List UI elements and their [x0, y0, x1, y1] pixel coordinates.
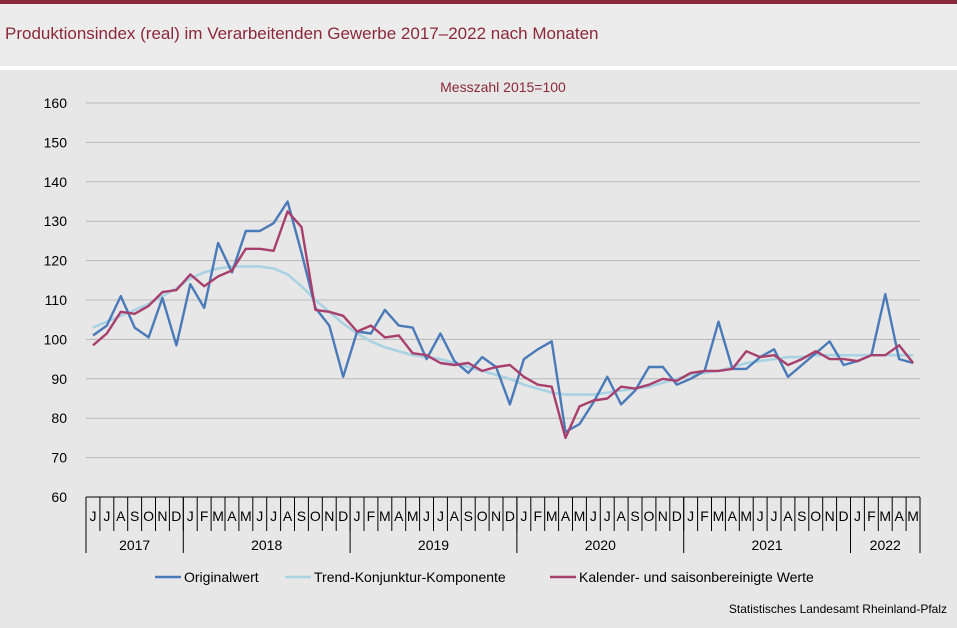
legend-label: Originalwert	[184, 569, 259, 585]
year-label: 2021	[752, 537, 783, 553]
month-label: S	[297, 508, 306, 524]
month-label: J	[437, 508, 444, 524]
month-label: F	[200, 508, 209, 524]
y-tick-label: 80	[51, 410, 67, 426]
month-label: F	[867, 508, 876, 524]
month-label: A	[616, 508, 626, 524]
month-label: M	[740, 508, 752, 524]
y-tick-label: 130	[44, 213, 68, 229]
legend-label: Kalender- und saisonbereinigte Werte	[579, 569, 814, 585]
month-label: D	[171, 508, 181, 524]
month-label: J	[423, 508, 430, 524]
month-label: J	[604, 508, 611, 524]
month-label: J	[354, 508, 361, 524]
month-label: A	[450, 508, 460, 524]
month-label: A	[783, 508, 793, 524]
month-label: O	[143, 508, 154, 524]
month-label: J	[103, 508, 110, 524]
y-tick-label: 110	[45, 292, 68, 308]
month-label: D	[338, 508, 348, 524]
month-label: A	[728, 508, 738, 524]
month-label: D	[672, 508, 682, 524]
year-label: 2020	[585, 537, 616, 553]
y-axis: 60 70 80 90 100 110 120 130 140 150 160	[44, 95, 68, 505]
y-tick-label: 150	[44, 134, 68, 150]
y-tick-label: 120	[44, 253, 68, 269]
month-label: J	[590, 508, 597, 524]
month-label: M	[574, 508, 586, 524]
top-accent-bar	[0, 0, 957, 4]
month-label: A	[283, 508, 293, 524]
month-label: N	[658, 508, 668, 524]
y-tick-label: 100	[44, 331, 68, 347]
page-title: Produktionsindex (real) im Verarbeitende…	[5, 24, 599, 43]
month-label: O	[644, 508, 655, 524]
legend-label: Trend-Konjunktur-Komponente	[314, 569, 506, 585]
month-label: S	[130, 508, 139, 524]
month-label: J	[270, 508, 277, 524]
header-separator	[0, 66, 957, 70]
gridlines	[86, 102, 920, 498]
month-label: N	[157, 508, 167, 524]
year-label: 2017	[119, 537, 150, 553]
month-label: S	[464, 508, 473, 524]
month-label: J	[256, 508, 263, 524]
month-label: J	[89, 508, 96, 524]
month-label: A	[561, 508, 571, 524]
month-label: J	[187, 508, 194, 524]
month-label: N	[324, 508, 334, 524]
y-tick-label: 140	[44, 174, 68, 190]
legend: Originalwert Trend-Konjunktur-Komponente K…	[155, 569, 814, 585]
month-label: A	[894, 508, 904, 524]
year-label: 2019	[418, 537, 449, 553]
month-label: M	[240, 508, 252, 524]
month-label: D	[505, 508, 515, 524]
month-label: M	[879, 508, 891, 524]
y-tick-label: 160	[44, 95, 68, 111]
month-label: M	[379, 508, 391, 524]
month-label: N	[825, 508, 835, 524]
month-label: J	[757, 508, 764, 524]
chart-panel	[0, 70, 957, 628]
series-lines	[92, 200, 915, 440]
month-label: N	[491, 508, 501, 524]
y-tick-label: 90	[51, 371, 67, 387]
month-label: J	[520, 508, 527, 524]
series-line	[92, 210, 915, 440]
month-label: M	[212, 508, 224, 524]
month-label: J	[771, 508, 778, 524]
month-label: F	[367, 508, 376, 524]
y-tick-label: 60	[51, 489, 67, 505]
year-label: 2018	[251, 537, 282, 553]
month-label: M	[713, 508, 725, 524]
month-label: F	[700, 508, 709, 524]
year-label: 2022	[870, 537, 901, 553]
series-line	[92, 200, 914, 434]
month-label: M	[907, 508, 919, 524]
y-tick-label: 70	[51, 450, 67, 466]
source-credit: Statistisches Landesamt Rheinland-Pfalz	[728, 602, 947, 616]
month-label: D	[838, 508, 848, 524]
month-label: S	[630, 508, 639, 524]
month-label: M	[407, 508, 419, 524]
month-label: J	[854, 508, 861, 524]
month-label: O	[810, 508, 821, 524]
month-label: O	[477, 508, 488, 524]
chart-subtitle: Messzahl 2015=100	[440, 79, 566, 95]
month-label: S	[797, 508, 806, 524]
month-label: A	[394, 508, 404, 524]
month-label: A	[116, 508, 126, 524]
month-label: F	[533, 508, 542, 524]
month-label: O	[310, 508, 321, 524]
month-label: J	[687, 508, 694, 524]
month-label: M	[546, 508, 558, 524]
month-label: A	[227, 508, 237, 524]
